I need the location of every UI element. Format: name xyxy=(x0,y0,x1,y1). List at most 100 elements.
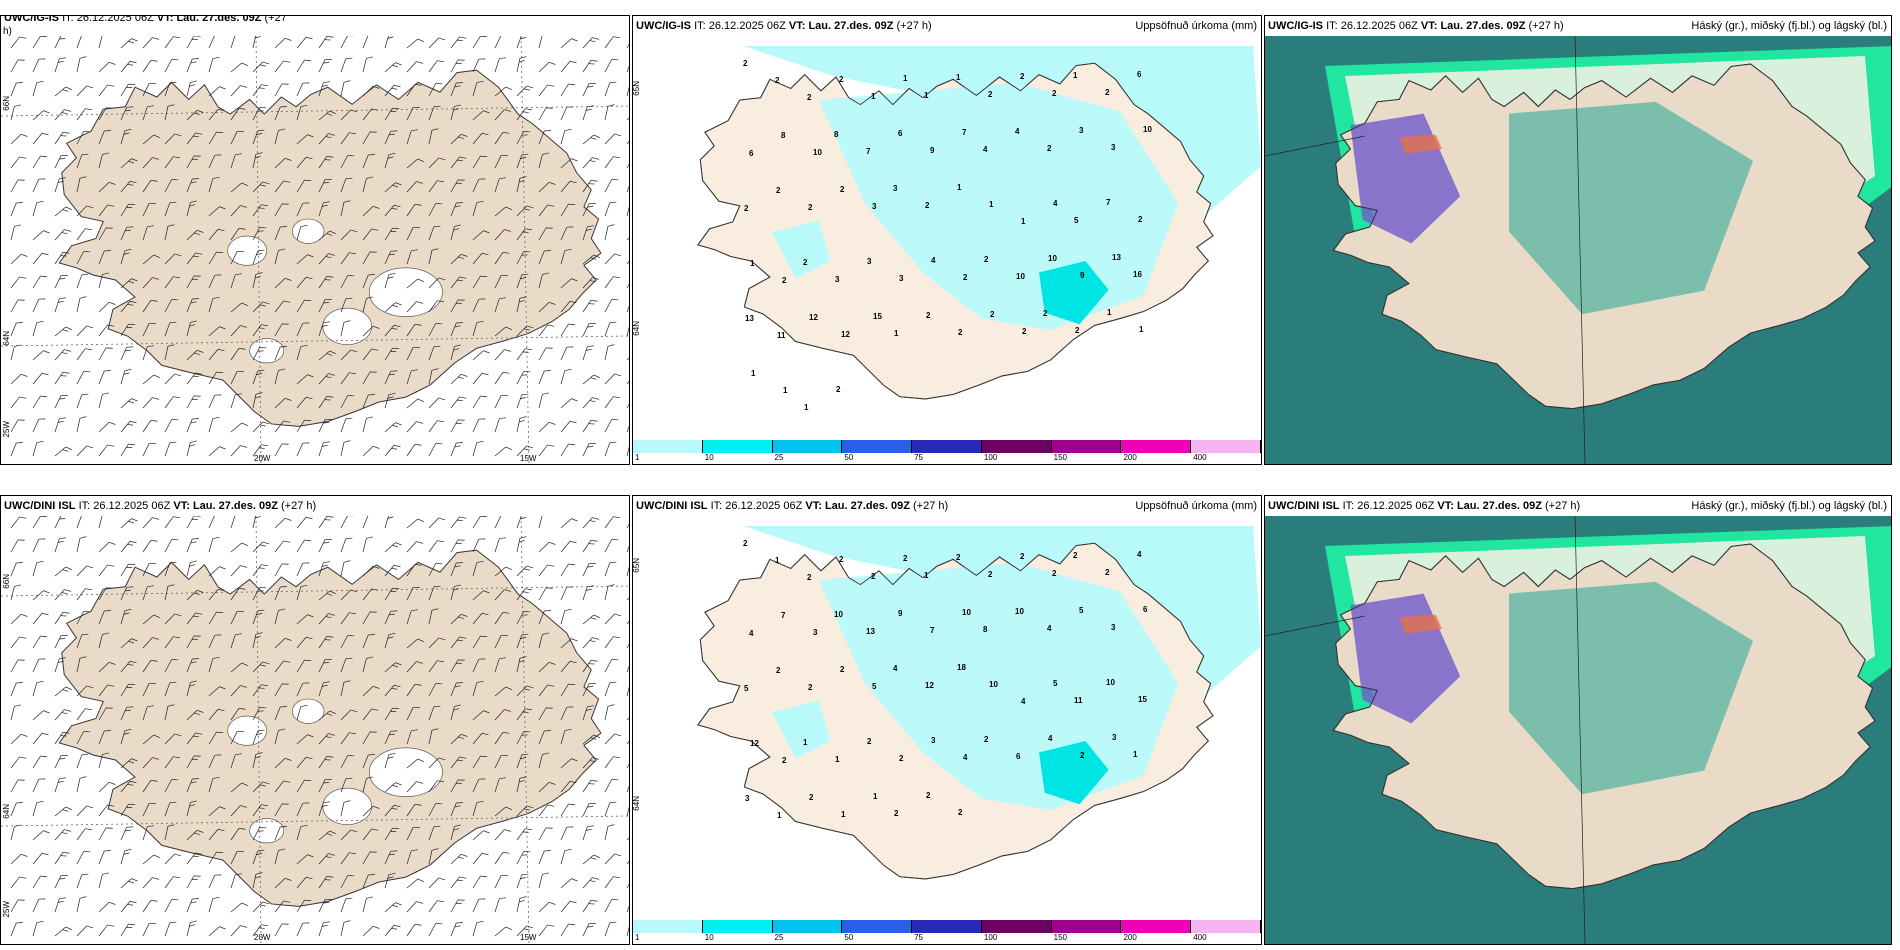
precip-value-label: 10 xyxy=(1048,254,1057,263)
glacier-patch xyxy=(368,747,443,797)
wind-barb xyxy=(604,156,620,169)
precip-value-label: 2 xyxy=(776,186,781,195)
wind-barb xyxy=(230,685,247,697)
wind-barb xyxy=(274,586,287,601)
wind-barb xyxy=(626,898,629,913)
wind-barb xyxy=(32,635,48,649)
colorbar-swatch xyxy=(981,920,1052,933)
wind-barb xyxy=(428,780,444,793)
wind-barb xyxy=(32,875,48,889)
wind-barb xyxy=(208,828,225,841)
wind-barb xyxy=(318,733,335,745)
wind-barb xyxy=(32,800,44,817)
wind-barb xyxy=(54,686,73,697)
wind-barb xyxy=(472,875,488,889)
wind-barb xyxy=(538,392,550,409)
colorbar-swatch xyxy=(1191,920,1261,933)
wind-barb xyxy=(516,588,532,601)
wind-barb xyxy=(384,684,401,697)
init-time: 26.12.2025 06Z xyxy=(1357,500,1435,512)
wind-barb xyxy=(362,731,377,745)
wind-barb xyxy=(186,178,199,193)
wind-barb xyxy=(142,254,161,265)
wind-barb xyxy=(538,204,555,217)
wind-barb xyxy=(274,60,291,73)
wind-barb xyxy=(472,778,486,793)
wind-barb xyxy=(296,82,310,97)
wind-barb xyxy=(186,200,198,217)
model-name: UWC/IG-IS xyxy=(636,20,691,32)
wind-barb xyxy=(560,278,578,289)
precip-value-label: 2 xyxy=(926,791,931,800)
wind-map xyxy=(1,36,629,464)
cloud-map xyxy=(1265,516,1891,944)
init-time: 26.12.2025 06Z xyxy=(93,500,171,512)
wind-barb xyxy=(32,178,46,193)
wind-barb xyxy=(538,421,556,433)
wind-barb xyxy=(318,110,337,121)
glacier-patch xyxy=(368,267,443,317)
wind-barb xyxy=(626,395,629,409)
wind-barb xyxy=(98,421,116,433)
wind-barb xyxy=(406,249,419,265)
precip-map: 2 2 2 2 1 1 1 1 2 2 2 1 2 6 6 8 10 8 7 6 9 7 4 4 2 3 3 10 2 2 2 2 3 3 2 1 1 1… xyxy=(633,36,1261,438)
wind-barb xyxy=(208,588,225,601)
panel-header: UWC/DINI ISL IT: 26.12.2025 06Z VT: Lau.… xyxy=(1,496,629,516)
wind-barb xyxy=(560,346,574,361)
wind-barb xyxy=(230,393,243,409)
wind-barb xyxy=(340,560,351,577)
iceland-coastline xyxy=(1332,63,1876,410)
precip-value-label: 1 xyxy=(924,91,929,100)
wind-barb xyxy=(120,420,137,433)
wind-barb xyxy=(98,827,113,841)
colorbar-tick-label: 50 xyxy=(844,933,854,942)
wind-barb xyxy=(538,901,556,913)
wind-barb xyxy=(318,853,335,865)
wind-barb xyxy=(54,349,71,361)
wind-barb xyxy=(76,416,87,433)
wind-barb xyxy=(604,396,620,409)
wind-barb xyxy=(164,876,180,889)
wind-barb xyxy=(230,662,249,673)
wind-barb xyxy=(604,516,620,529)
wind-barb xyxy=(340,589,358,601)
wind-barb xyxy=(164,201,177,217)
field-title: Uppsöfnuð úrkoma (mm) xyxy=(1135,20,1257,32)
colorbar-tick-label: 100 xyxy=(983,933,998,942)
model-name: UWC/DINI ISL xyxy=(4,500,76,512)
wind-barb xyxy=(186,349,204,361)
wind-barb xyxy=(516,416,527,433)
wind-barb xyxy=(318,179,332,193)
wind-barb xyxy=(142,637,159,649)
wind-barb xyxy=(494,109,511,121)
wind-barb xyxy=(10,682,23,697)
wind-barb xyxy=(516,633,529,649)
colorbar-swatch xyxy=(1191,440,1261,453)
wind-barb xyxy=(274,203,289,217)
wind-barb xyxy=(560,878,578,889)
precip-value-label: 2 xyxy=(988,90,993,99)
wind-barb xyxy=(10,442,23,457)
wind-barb xyxy=(10,733,28,745)
wind-barb xyxy=(362,36,369,49)
wind-barb xyxy=(230,302,249,313)
wind-barb xyxy=(54,177,67,193)
wind-barb xyxy=(296,636,313,649)
wind-barb xyxy=(604,584,615,601)
wind-barb xyxy=(626,322,629,337)
wind-barb xyxy=(164,36,180,49)
wind-barb xyxy=(538,227,553,241)
wind-barb xyxy=(98,564,115,577)
precip-area xyxy=(1039,741,1109,805)
wind-barb xyxy=(406,278,425,289)
wind-barb xyxy=(164,899,179,913)
wind-barb xyxy=(318,613,335,625)
wind-barb xyxy=(32,418,46,433)
wind-barb xyxy=(252,729,265,745)
wind-barb xyxy=(230,516,236,529)
wind-barb xyxy=(208,206,226,217)
glacier-patch xyxy=(292,218,325,244)
wind-barb xyxy=(186,709,204,721)
wind-barb xyxy=(32,830,50,841)
wind-barb xyxy=(10,802,23,817)
